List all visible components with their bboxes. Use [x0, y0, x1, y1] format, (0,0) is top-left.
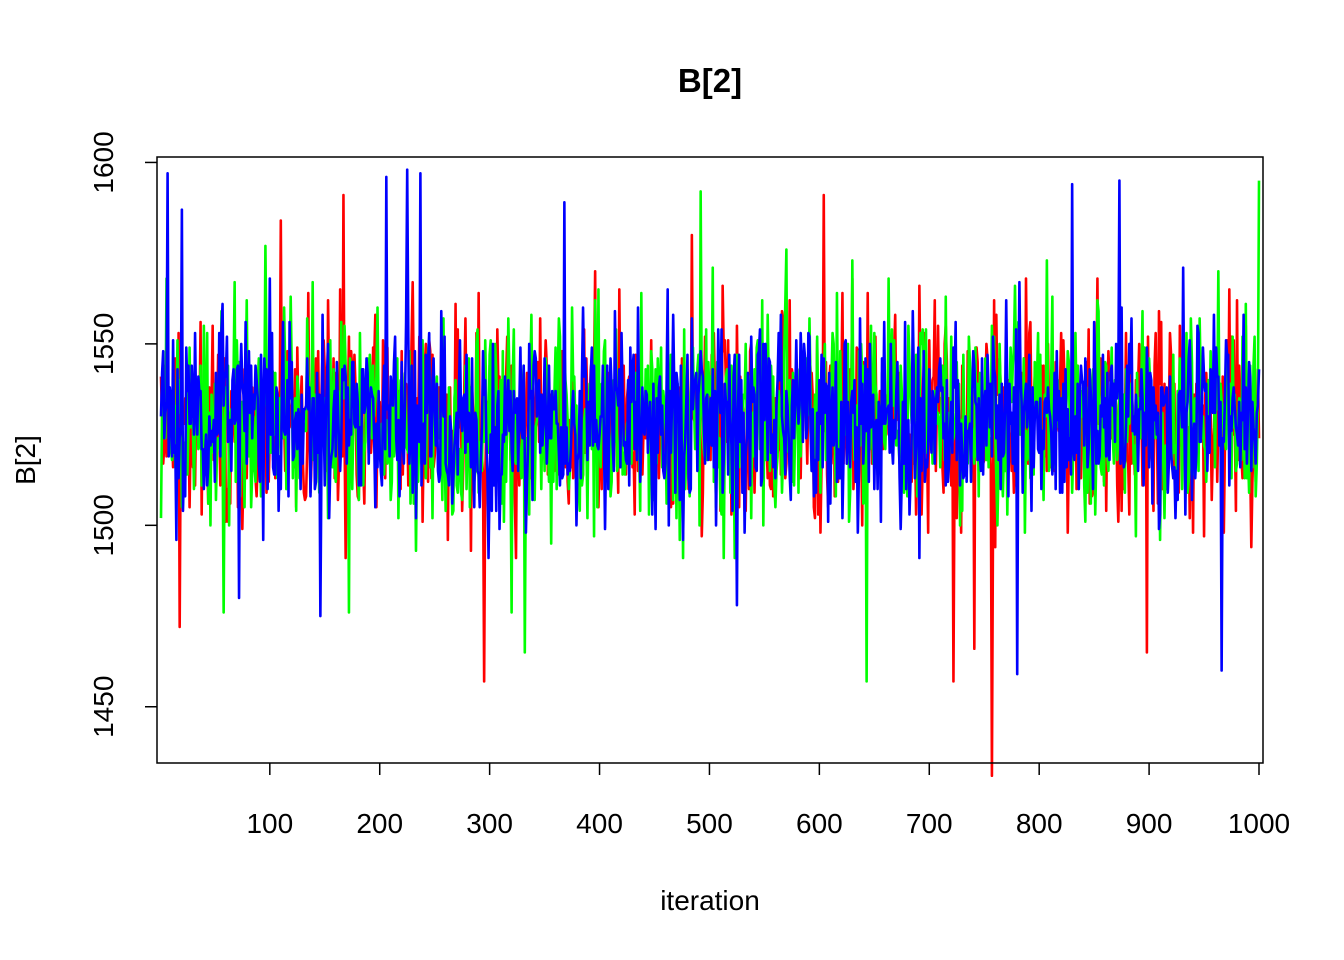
x-tick-label: 900: [1126, 808, 1173, 839]
x-tick-label: 800: [1016, 808, 1063, 839]
y-axis-label: B[2]: [10, 435, 41, 485]
series-line-3: [159, 168, 1261, 676]
series-line-2: [159, 180, 1261, 683]
x-tick-label: 1000: [1228, 808, 1290, 839]
x-tick-label: 300: [466, 808, 513, 839]
x-axis-label: iteration: [660, 885, 760, 916]
x-tick-label: 600: [796, 808, 843, 839]
y-tick-label: 1550: [88, 313, 119, 375]
x-tick-label: 700: [906, 808, 953, 839]
series-layer: [159, 168, 1261, 777]
x-axis: 100 200 300 400 500 600 700 800 900 1000: [246, 763, 1290, 839]
y-tick-label: 1500: [88, 494, 119, 556]
chart-title: B[2]: [678, 62, 742, 99]
y-tick-label: 1600: [88, 131, 119, 193]
y-tick-label: 1450: [88, 676, 119, 738]
x-tick-label: 200: [356, 808, 403, 839]
x-tick-label: 500: [686, 808, 733, 839]
x-tick-label: 400: [576, 808, 623, 839]
y-axis: 1450 1500 1550 1600: [88, 131, 157, 738]
x-tick-label: 100: [246, 808, 293, 839]
